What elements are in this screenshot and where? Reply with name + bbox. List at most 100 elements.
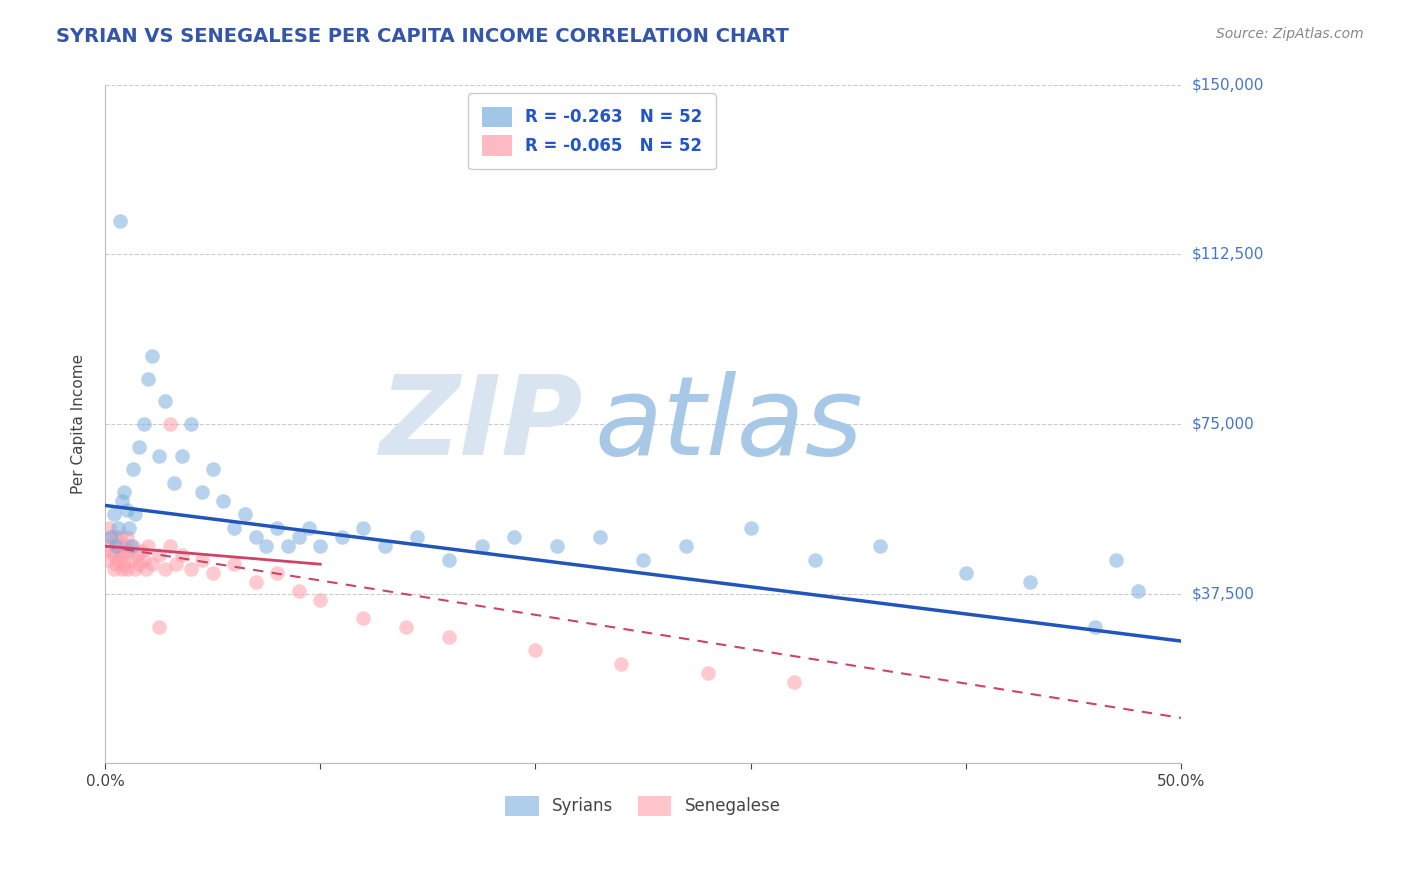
Point [132,552,155,566]
Point [395,620,418,634]
Point [100,543,122,558]
Point [610,657,633,671]
Point [120,539,142,553]
Y-axis label: Per Capita Income: Per Capita Income [72,354,86,494]
Point [159,539,181,553]
Point [180,562,202,576]
Point [132,417,155,431]
Point [122,539,145,553]
Point [201,462,224,476]
Text: Source: ZipAtlas.com: Source: ZipAtlas.com [1216,27,1364,41]
Text: $75,000: $75,000 [1192,417,1254,432]
Point [122,462,145,476]
Point [1126,584,1149,599]
Point [266,566,288,581]
Point [1019,575,1042,590]
Point [180,417,202,431]
Point [696,665,718,680]
Point [212,494,235,508]
Point [352,611,374,625]
Point [266,521,288,535]
Point [111,562,134,576]
Point [955,566,977,581]
Point [115,503,138,517]
Point [127,548,149,562]
Point [128,440,150,454]
Point [191,484,214,499]
Point [1084,620,1107,634]
Point [172,548,194,562]
Point [128,558,150,572]
Point [148,449,170,463]
Point [224,521,246,535]
Point [107,521,129,535]
Legend: Syrians, Senegalese: Syrians, Senegalese [499,789,787,822]
Text: ZIP: ZIP [380,370,583,477]
Point [309,539,332,553]
Point [1105,552,1128,566]
Point [546,539,568,553]
Point [100,530,122,544]
Point [148,620,170,634]
Point [103,548,125,562]
Point [224,558,246,572]
Point [352,521,374,535]
Point [107,539,129,553]
Point [254,539,277,553]
Point [135,562,157,576]
Point [155,394,177,409]
Point [118,521,141,535]
Point [112,539,135,553]
Point [804,552,827,566]
Point [112,484,135,499]
Point [277,539,299,553]
Text: $150,000: $150,000 [1192,78,1264,93]
Point [141,558,163,572]
Point [100,530,122,544]
Point [287,584,309,599]
Point [136,539,159,553]
Point [115,562,138,576]
Point [103,562,125,576]
Point [108,543,131,558]
Point [111,548,134,562]
Point [159,417,181,431]
Point [502,530,524,544]
Point [439,552,461,566]
Point [141,349,163,363]
Point [287,530,309,544]
Point [98,539,121,553]
Point [439,630,461,644]
Point [631,552,654,566]
Point [155,562,177,576]
Point [374,539,396,553]
Point [330,530,353,544]
Point [869,539,891,553]
Point [115,530,138,544]
Point [96,552,118,566]
Point [471,539,494,553]
Point [191,552,214,566]
Point [298,521,321,535]
Point [675,539,697,553]
Point [103,508,125,522]
Point [165,558,187,572]
Point [104,530,127,544]
Point [309,593,332,607]
Point [245,530,267,544]
Point [245,575,267,590]
Point [233,508,256,522]
Point [131,543,153,558]
Text: $112,500: $112,500 [1192,247,1264,262]
Point [589,530,612,544]
Point [104,558,127,572]
Point [108,530,131,544]
Point [124,508,146,522]
Point [524,643,547,657]
Point [406,530,429,544]
Point [98,521,121,535]
Point [118,543,141,558]
Point [740,521,762,535]
Point [782,674,804,689]
Point [148,548,170,562]
